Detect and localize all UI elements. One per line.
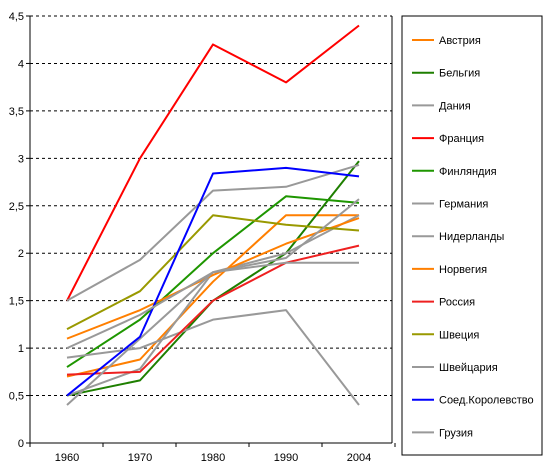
series-lines [66,24,360,406]
series-line-9 [66,244,360,376]
legend-label: Германия [439,199,488,211]
legend: Австрия Бельгия Дания Франция Финляндия Герма… [401,15,543,456]
legend-label: Швейцария [439,362,498,374]
x-tick-label: 1970 [128,452,152,464]
legend-label: Франция [439,133,484,145]
y-tick-label: 1,5 [9,296,24,308]
x-tick-label: 2004 [347,452,371,464]
gridlines [30,15,392,397]
legend-label: Россия [439,297,475,309]
y-tick-label: 4 [18,58,24,70]
x-tick-label: 1980 [201,452,225,464]
series-line-12 [66,166,360,397]
y-tick-label: 0,5 [9,391,24,403]
legend-label: Соед.Королевство [439,395,534,407]
legend-label: Австрия [439,35,481,47]
axes: 0 0,5 1 1,5 2 2,5 3 3,5 4 4,5 1960 1970 1980 1990 2004 [9,11,396,464]
series-line-5 [66,195,360,368]
series-line-1 [66,214,359,378]
legend-label: Нидерланды [439,231,504,243]
y-tick-label: 0 [18,438,24,450]
legend-label: Финляндия [439,166,497,178]
legend-label: Швеция [439,329,479,341]
legend-label: Бельгия [439,68,480,80]
y-tick-label: 3 [18,153,24,165]
y-tick-label: 4,5 [9,11,24,23]
y-tick-label: 3,5 [9,106,24,118]
series-line-8 [66,217,360,340]
legend-label: Дания [439,100,471,112]
legend-label: Грузия [439,427,473,439]
x-tick-label: 1990 [274,452,298,464]
series-line-6 [66,164,360,302]
y-tick-label: 2,5 [9,201,24,213]
series-line-7 [66,309,360,406]
y-tick-label: 1 [18,343,24,355]
legend-label: Норвегия [439,264,487,276]
series-line-11 [66,261,359,406]
y-tick-label: 2 [18,248,24,260]
x-tick-label: 1960 [55,452,79,464]
series-line-4 [66,24,360,302]
series-line-13 [66,198,360,350]
series-line-10 [66,214,360,331]
